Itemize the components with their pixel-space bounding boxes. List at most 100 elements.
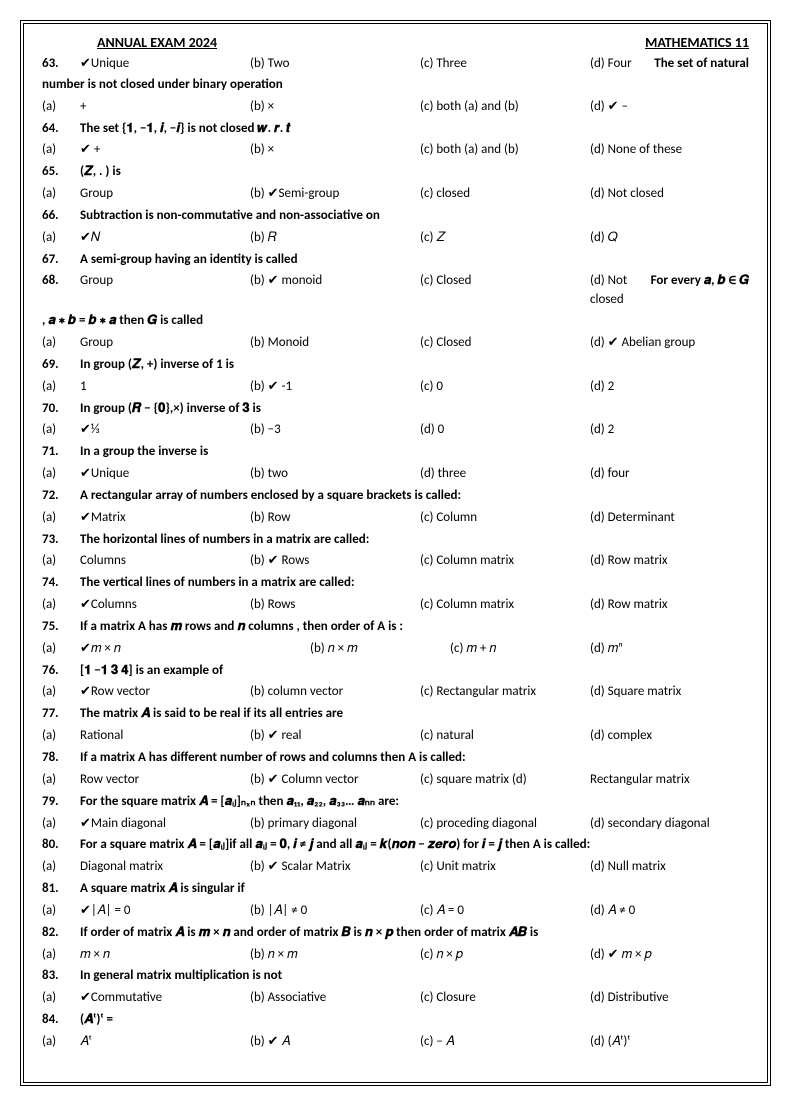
question-number: 71.: [42, 443, 80, 462]
option-d: (d) Not closed: [590, 185, 749, 204]
trailing-question-text: For every 𝒂, 𝒃 ∈ 𝑮: [651, 272, 749, 291]
option-b: (b) ×: [250, 98, 420, 117]
question-number: 79.: [42, 793, 80, 812]
option-d: (d) Square matrix: [590, 683, 749, 702]
question-number: 67.: [42, 251, 80, 270]
row-8: (a)✔𝑁(b) 𝑅(c) 𝑍(d) 𝑄: [42, 229, 749, 248]
option-d: (d) four: [590, 465, 749, 484]
option-a: ✔Unique: [80, 465, 250, 484]
row-15: 70.In group (𝑹 − {𝟎},×) inverse of 𝟑 is: [42, 400, 749, 419]
option-d: (d) complex: [590, 727, 749, 746]
option-label-a: (a): [42, 640, 80, 659]
question-number: 65.: [42, 163, 80, 182]
continuation-text: number is not closed under binary operat…: [42, 76, 283, 95]
option-d: (d) Four: [590, 55, 642, 74]
option-d: (d) Determinant: [590, 509, 749, 528]
option-label-a: (a): [42, 727, 80, 746]
row-9: 67.A semi-group having an identity is ca…: [42, 251, 749, 270]
option-d: (d) secondary diagonal: [590, 815, 749, 834]
row-30: (a)Rational(b) ✔ real(c) natural(d) comp…: [42, 727, 749, 746]
option-a: ✔Matrix: [80, 509, 250, 528]
row-33: 79.For the square matrix 𝑨 = [𝒂ᵢⱼ]ₙₓₙ th…: [42, 793, 749, 812]
option-b: (b) ✔ real: [250, 727, 420, 746]
question-text: [𝟏 −𝟏 𝟑 𝟒] is an example of: [80, 662, 749, 681]
option-label-a: (a): [42, 1033, 80, 1052]
row-35: 80.For a square matrix 𝑨 = [𝒂ᵢⱼ]if all 𝒂…: [42, 836, 749, 855]
option-label-a: (a): [42, 596, 80, 615]
option-b: (b) ✔ 𝐴: [250, 1033, 420, 1052]
row-5: 65.(𝒁, . ) is: [42, 163, 749, 182]
row-36: (a)Diagonal matrix(b) ✔ Scalar Matrix(c)…: [42, 858, 749, 877]
option-label-a: (a): [42, 509, 80, 528]
question-text: The horizontal lines of numbers in a mat…: [80, 531, 749, 550]
row-20: (a)✔Matrix(b) Row(c) Column(d) Determina…: [42, 509, 749, 528]
option-c: (c) natural: [420, 727, 590, 746]
option-d: (d) 2: [590, 421, 749, 440]
option-a: ✔𝑁: [80, 229, 250, 248]
option-c: (c) Rectangular matrix: [420, 683, 590, 702]
option-c: (c) Column: [420, 509, 590, 528]
option-d: (d) Distributive: [590, 989, 749, 1008]
option-c: (c) 0: [420, 378, 590, 397]
option-b: (b) ✔ monoid: [250, 272, 420, 291]
row-32: (a)Row vector(b) ✔ Column vector(c) squa…: [42, 771, 749, 790]
question-number: 82.: [42, 924, 80, 943]
option-a: ✔Row vector: [80, 683, 250, 702]
row-21: 73.The horizontal lines of numbers in a …: [42, 531, 749, 550]
option-d: (d) Row matrix: [590, 596, 749, 615]
option-label-a: (a): [42, 421, 80, 440]
option-d: (d) Row matrix: [590, 552, 749, 571]
option-c: (c) Closed: [420, 334, 590, 353]
question-number: 83.: [42, 967, 80, 986]
question-number: 84.: [42, 1011, 80, 1030]
option-d: (d) Null matrix: [590, 858, 749, 877]
option-c: (c) Closure: [420, 989, 590, 1008]
option-a: Rational: [80, 727, 250, 746]
question-text: Subtraction is non-commutative and non-a…: [80, 207, 749, 226]
option-label-a: (a): [42, 815, 80, 834]
question-number: 72.: [42, 487, 80, 506]
row-16: (a)✔⅓(b) −3(d) 0(d) 2: [42, 421, 749, 440]
row-11: , 𝒂 ∗ 𝒃 = 𝒃 ∗ 𝒂 then 𝑮 is called: [42, 312, 749, 331]
option-a: 𝑚 × 𝑛: [80, 946, 250, 965]
option-c: (c) – 𝐴: [420, 1033, 590, 1052]
question-number: 78.: [42, 749, 80, 768]
option-d: (d) 𝐴 ≠ 0: [590, 902, 749, 921]
row-28: (a)✔Row vector(b) column vector(c) Recta…: [42, 683, 749, 702]
option-d: (d) ✔ 𝑚 × 𝑝: [590, 946, 749, 965]
option-label-a: (a): [42, 771, 80, 790]
option-a: 𝐴ᵗ: [80, 1033, 250, 1052]
option-c: (c) Three: [420, 55, 590, 74]
question-text: In group (𝑹 − {𝟎},×) inverse of 𝟑 is: [80, 400, 749, 419]
option-a: +: [80, 98, 250, 117]
option-label-a: (a): [42, 989, 80, 1008]
option-d: (d) Not closed: [590, 272, 639, 310]
option-d: (d) ✔ Abelian group: [590, 334, 749, 353]
row-25: 75.If a matrix A has 𝒎 rows and 𝒏 column…: [42, 618, 749, 637]
option-c: (c) Closed: [420, 272, 590, 291]
question-text: The set {𝟏, −𝟏, 𝒊, −𝒊} is not closed 𝒘. …: [80, 120, 749, 139]
option-label-a: (a): [42, 858, 80, 877]
question-number: 73.: [42, 531, 80, 550]
row-12: (a)Group(b) Monoid(c) Closed(d) ✔ Abelia…: [42, 334, 749, 353]
row-1: number is not closed under binary operat…: [42, 76, 749, 95]
row-37: 81.A square matrix 𝑨 is singular if: [42, 880, 749, 899]
option-label-a: (a): [42, 552, 80, 571]
row-34: (a)✔Main diagonal(b) primary diagonal(c)…: [42, 815, 749, 834]
option-label-a: (a): [42, 229, 80, 248]
option-b: (b) Rows: [250, 596, 420, 615]
question-text: The matrix 𝑨 is said to be real if its a…: [80, 705, 749, 724]
option-label-a: (a): [42, 334, 80, 353]
option-c: (c) both (a) and (b): [420, 141, 590, 160]
row-26: (a)✔𝑚 × 𝑛(b) 𝑛 × 𝑚(c) 𝑚 + 𝑛(d) 𝑚ⁿ: [42, 640, 749, 659]
option-d: (d) 𝑄: [590, 229, 749, 248]
option-c: (c) proceding diagonal: [420, 815, 590, 834]
option-c: (c) 𝑛 × 𝑝: [420, 946, 590, 965]
option-a: ✔Commutative: [80, 989, 250, 1008]
question-text: (𝑨ᵗ)ᵗ =: [80, 1011, 749, 1030]
option-a: Row vector: [80, 771, 250, 790]
option-c: (c) 𝐴 = 0: [420, 902, 590, 921]
option-b: (b) 𝑅: [250, 229, 420, 248]
row-6: (a)Group(b) ✔Semi-group(c) closed(d) Not…: [42, 185, 749, 204]
option-a: Diagonal matrix: [80, 858, 250, 877]
